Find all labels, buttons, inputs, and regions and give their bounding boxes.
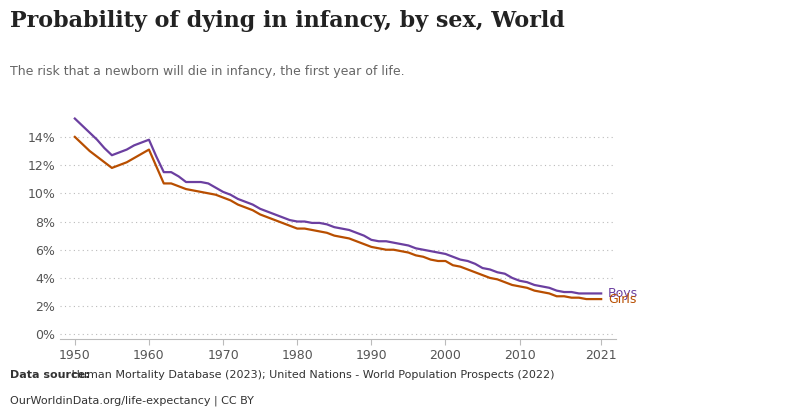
Text: Human Mortality Database (2023); United Nations - World Population Prospects (20: Human Mortality Database (2023); United … — [68, 370, 554, 380]
Text: OurWorldinData.org/life-expectancy | CC BY: OurWorldinData.org/life-expectancy | CC … — [10, 395, 254, 405]
Text: The risk that a newborn will die in infancy, the first year of life.: The risk that a newborn will die in infa… — [10, 65, 404, 78]
Text: Our World: Our World — [681, 39, 747, 52]
Text: in Data: in Data — [690, 63, 738, 76]
Text: Probability of dying in infancy, by sex, World: Probability of dying in infancy, by sex,… — [10, 10, 564, 33]
Text: Data source:: Data source: — [10, 370, 90, 380]
Text: Boys: Boys — [608, 287, 638, 300]
Text: Girls: Girls — [608, 293, 637, 306]
